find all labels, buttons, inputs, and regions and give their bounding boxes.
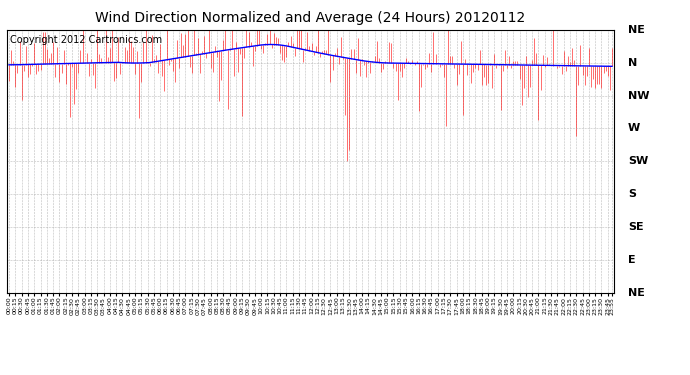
Text: S: S bbox=[628, 189, 636, 199]
Text: E: E bbox=[628, 255, 635, 265]
Text: SW: SW bbox=[628, 156, 648, 166]
Text: NW: NW bbox=[628, 91, 649, 101]
Text: Copyright 2012 Cartronics.com: Copyright 2012 Cartronics.com bbox=[10, 35, 162, 45]
Text: NE: NE bbox=[628, 25, 644, 35]
Text: SE: SE bbox=[628, 222, 644, 232]
Text: W: W bbox=[628, 123, 640, 134]
Text: NE: NE bbox=[628, 288, 644, 297]
Text: Wind Direction Normalized and Average (24 Hours) 20120112: Wind Direction Normalized and Average (2… bbox=[95, 11, 526, 25]
Text: N: N bbox=[628, 58, 637, 68]
